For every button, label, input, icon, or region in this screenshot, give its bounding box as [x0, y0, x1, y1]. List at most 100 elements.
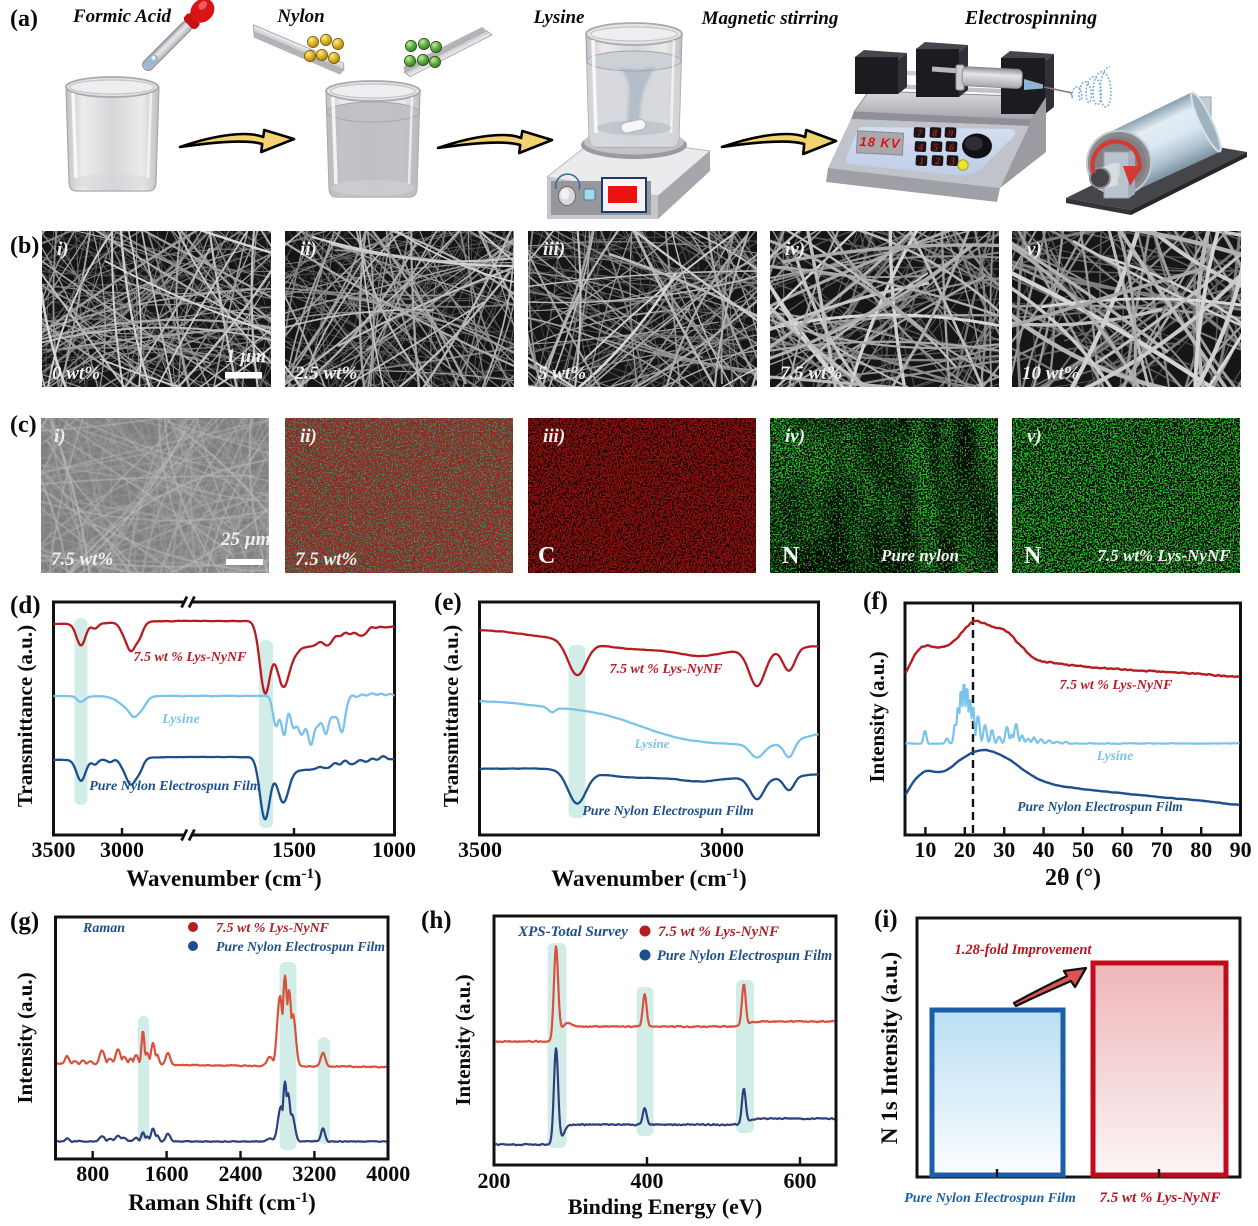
svg-text:Intensity (a.u.): Intensity (a.u.) — [865, 651, 889, 782]
svg-text:Pure Nylon Electrospun Film: Pure Nylon Electrospun Film — [657, 948, 832, 964]
svg-text:iii): iii) — [543, 239, 565, 260]
svg-text:Pure Nylon Electrospun Film: Pure Nylon Electrospun Film — [1017, 799, 1182, 814]
svg-text:7.5 wt % Lys-NyNF: 7.5 wt % Lys-NyNF — [609, 662, 723, 677]
svg-text:80: 80 — [1190, 837, 1212, 862]
svg-text:(f): (f) — [863, 588, 888, 615]
svg-text:3000: 3000 — [100, 837, 144, 862]
svg-text:2.5 wt%: 2.5 wt% — [294, 363, 357, 384]
svg-text:Raman: Raman — [82, 921, 125, 936]
svg-text:v): v) — [1027, 239, 1042, 260]
svg-text:Pure nylon: Pure nylon — [880, 546, 959, 565]
svg-text:Intensity (a.u.): Intensity (a.u.) — [451, 974, 475, 1105]
svg-text:1.28-fold Improvement: 1.28-fold Improvement — [955, 942, 1093, 958]
svg-text:(h): (h) — [421, 907, 452, 934]
svg-text:1600: 1600 — [145, 1161, 189, 1186]
svg-text:18 KV: 18 KV — [859, 134, 901, 151]
svg-text:i): i) — [54, 426, 66, 447]
svg-text:Transmittance (a.u.): Transmittance (a.u.) — [439, 625, 463, 807]
svg-text:0 wt%: 0 wt% — [52, 363, 100, 384]
svg-text:3000: 3000 — [700, 837, 744, 862]
svg-text:600: 600 — [784, 1168, 817, 1193]
svg-text:3200: 3200 — [292, 1161, 336, 1186]
svg-text:Lysine: Lysine — [532, 7, 585, 28]
svg-text:20: 20 — [954, 837, 976, 862]
svg-text:5: 5 — [933, 142, 939, 153]
svg-text:7.5 wt%: 7.5 wt% — [780, 363, 842, 384]
svg-text:5 wt%: 5 wt% — [538, 363, 586, 384]
svg-text:Formic Acid: Formic Acid — [72, 6, 171, 27]
svg-text:25 µm: 25 µm — [220, 529, 269, 550]
svg-text:8: 8 — [932, 128, 938, 139]
svg-text:6: 6 — [949, 142, 955, 153]
svg-text:2400: 2400 — [219, 1161, 263, 1186]
svg-text:3500: 3500 — [32, 837, 76, 862]
svg-text:7.5 wt % Lys-NyNF: 7.5 wt % Lys-NyNF — [1099, 1190, 1220, 1206]
svg-text:7.5 wt % Lys-NyNF: 7.5 wt % Lys-NyNF — [658, 924, 779, 940]
svg-text:Raman Shift (cm-1): Raman Shift (cm-1) — [128, 1190, 316, 1215]
svg-text:(e): (e) — [434, 589, 462, 616]
svg-text:4000: 4000 — [366, 1161, 410, 1186]
svg-text:7.5 wt% Lys-NyNF: 7.5 wt% Lys-NyNF — [1098, 546, 1232, 565]
svg-text:800: 800 — [76, 1161, 109, 1186]
svg-text:2: 2 — [934, 156, 941, 167]
svg-text:3500: 3500 — [458, 837, 502, 862]
svg-text:50: 50 — [1072, 837, 1094, 862]
svg-text:(a): (a) — [10, 6, 38, 32]
svg-text:4: 4 — [917, 142, 924, 153]
svg-text:(b): (b) — [10, 233, 39, 259]
svg-text:7.5 wt % Lys-NyNF: 7.5 wt % Lys-NyNF — [216, 921, 330, 936]
svg-text:Lysine: Lysine — [161, 712, 200, 727]
svg-text:Wavenumber (cm-1): Wavenumber (cm-1) — [126, 866, 321, 891]
svg-text:(c): (c) — [10, 412, 37, 438]
svg-text:10 wt%: 10 wt% — [1022, 363, 1080, 384]
svg-text:9: 9 — [948, 128, 954, 139]
svg-text:Pure Nylon Electrospun Film: Pure Nylon Electrospun Film — [89, 779, 261, 794]
svg-text:ii): ii) — [300, 426, 317, 447]
svg-text:iii): iii) — [543, 426, 565, 447]
svg-text:Transmittance (a.u.): Transmittance (a.u.) — [13, 625, 37, 807]
svg-text:Pure Nylon Electrospun Film: Pure Nylon Electrospun Film — [904, 1191, 1076, 1206]
svg-text:(i): (i) — [874, 906, 898, 933]
svg-text:70: 70 — [1151, 837, 1173, 862]
svg-text:iv): iv) — [785, 239, 805, 260]
svg-text:200: 200 — [478, 1168, 511, 1193]
svg-text:90: 90 — [1230, 837, 1252, 862]
svg-text:XPS-Total Survey: XPS-Total Survey — [517, 924, 628, 940]
svg-text:7.5 wt%: 7.5 wt% — [295, 549, 357, 570]
svg-text:(d): (d) — [10, 592, 41, 619]
svg-text:Wavenumber (cm-1): Wavenumber (cm-1) — [551, 866, 746, 891]
svg-text:i): i) — [57, 239, 69, 260]
svg-text:10: 10 — [914, 837, 936, 862]
svg-text:Intensity (a.u.): Intensity (a.u.) — [13, 972, 37, 1103]
svg-text:N: N — [782, 543, 800, 569]
svg-text:400: 400 — [631, 1168, 664, 1193]
svg-text:40: 40 — [1033, 837, 1055, 862]
svg-text:1: 1 — [919, 156, 925, 167]
svg-text:1 µm: 1 µm — [226, 346, 266, 367]
svg-text:3: 3 — [949, 156, 956, 167]
svg-text:7.5 wt % Lys-NyNF: 7.5 wt % Lys-NyNF — [1059, 678, 1173, 693]
svg-text:7.5 wt%: 7.5 wt% — [51, 549, 113, 570]
svg-text:N: N — [1024, 543, 1042, 569]
svg-text:iv): iv) — [785, 426, 805, 447]
svg-text:Magnetic stirring: Magnetic stirring — [701, 8, 839, 29]
svg-text:2θ (°): 2θ (°) — [1045, 865, 1101, 891]
svg-text:ii): ii) — [300, 239, 317, 260]
svg-text:Pure Nylon Electrospun Film: Pure Nylon Electrospun Film — [582, 804, 754, 819]
svg-text:(g): (g) — [10, 908, 39, 935]
svg-text:1500: 1500 — [272, 837, 316, 862]
svg-text:Nylon: Nylon — [276, 6, 325, 27]
svg-text:7: 7 — [917, 128, 924, 139]
svg-text:1000: 1000 — [372, 837, 416, 862]
svg-text:v): v) — [1027, 426, 1042, 447]
svg-text:60: 60 — [1111, 837, 1133, 862]
svg-text:7.5 wt % Lys-NyNF: 7.5 wt % Lys-NyNF — [133, 650, 247, 665]
svg-text:30: 30 — [993, 837, 1015, 862]
svg-text:Lysine: Lysine — [1096, 748, 1133, 763]
svg-text:Lysine: Lysine — [634, 736, 670, 751]
svg-text:N 1s Intensity (a.u.): N 1s Intensity (a.u.) — [877, 952, 902, 1144]
svg-text:Electrospinning: Electrospinning — [964, 7, 1097, 29]
svg-text:Pure Nylon Electrospun Film: Pure Nylon Electrospun Film — [216, 939, 385, 954]
svg-text:C: C — [538, 543, 555, 569]
svg-text:Binding Energy (eV): Binding Energy (eV) — [568, 1194, 762, 1219]
